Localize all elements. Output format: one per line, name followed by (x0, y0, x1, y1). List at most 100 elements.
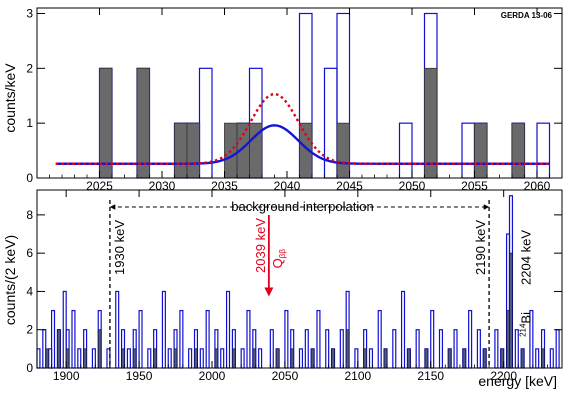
bottom-histogram-bar (290, 348, 295, 369)
bottom-histogram-bar (331, 348, 335, 369)
panel-tag: GERDA 13-06 (501, 11, 553, 20)
top-histogram-bar (536, 122, 551, 179)
top-histogram-bar (99, 67, 113, 179)
top-x-tick-label: 2025 (86, 179, 113, 193)
fit-curve-best (55, 124, 550, 165)
bottom-histogram-bar (97, 329, 102, 369)
bi-line-label: 2204 keV (519, 230, 534, 285)
bottom-histogram-bar (214, 348, 219, 369)
top-histogram-bar (461, 122, 476, 179)
bottom-histogram-bar (240, 348, 245, 369)
window-low-label: 1930 keV (112, 220, 127, 275)
top-histogram-bar (186, 122, 200, 179)
bottom-histogram-bar (83, 348, 87, 369)
top-x-tick-label: 2035 (211, 179, 238, 193)
top-y-tick-label: 2 (26, 61, 33, 75)
bottom-histogram-bar (430, 309, 435, 369)
top-histogram-bar (398, 122, 413, 179)
top-y-tick-label: 1 (26, 116, 33, 130)
bottom-histogram-bar (71, 309, 76, 369)
bottom-histogram-bar (161, 290, 166, 369)
top-histogram-bar (511, 122, 525, 179)
top-histogram-bar (174, 122, 188, 179)
top-histogram-bar (424, 67, 438, 179)
bottom-histogram-bar (392, 329, 397, 369)
bottom-histogram-bar (520, 348, 525, 369)
bottom-histogram-bar (179, 309, 184, 369)
bottom-histogram-bar (400, 290, 406, 369)
bottom-histogram-bar (115, 290, 120, 369)
bottom-histogram-bar (509, 252, 513, 369)
bottom-histogram-bar (258, 348, 263, 369)
bottom-histogram-bar (284, 309, 289, 369)
top-x-tick-label: 2040 (274, 179, 301, 193)
top-x-tick-label: 2045 (336, 179, 363, 193)
bottom-histogram-bar (555, 329, 560, 369)
annotations: background interpolation 1930 keV 2190 k… (109, 199, 534, 368)
x-axis-title: energy [keV] (478, 373, 557, 389)
bottom-x-tick-label: 2200 (490, 369, 517, 383)
bottom-panel: 1900 1950 2000 2050 2100 2150 2200 0 2 4 6 8 counts… (2, 189, 563, 389)
bottom-histogram-bar (225, 290, 231, 369)
top-x-tick-label: 2030 (149, 179, 176, 193)
top-x-tick-label: 2060 (524, 179, 551, 193)
bottom-histogram-bar (138, 309, 143, 369)
bottom-histogram-bar (363, 348, 367, 369)
bottom-x-tick-label: 2050 (272, 369, 299, 383)
top-y-axis-title: counts/keV (2, 63, 18, 133)
top-y-tick-label: 0 (26, 171, 33, 185)
bottom-histogram-bar (121, 348, 125, 369)
bottom-histogram-bar (325, 329, 330, 369)
top-x-tick-label: 2050 (399, 179, 426, 193)
bottom-histogram-bar (345, 329, 350, 369)
top-panel: 2025 2030 2035 2040 2045 2050 2055 2060 0 1 2 3 GER… (2, 6, 563, 193)
bottom-histogram-bar (304, 329, 309, 369)
bottom-histogram-bar (407, 348, 411, 369)
bottom-histogram-bar (106, 348, 111, 369)
bottom-histogram-bar (232, 348, 236, 369)
bottom-histogram-bar (549, 348, 554, 369)
bottom-histogram-bar (476, 329, 481, 369)
bottom-histogram-bar (494, 329, 499, 369)
bottom-histogram-bar (482, 348, 487, 369)
bottom-histogram-bar (220, 348, 225, 369)
bottom-histogram-bar (438, 329, 444, 369)
bottom-histogram-bar (77, 348, 82, 369)
bottom-histogram-bar (126, 348, 131, 369)
bottom-histogram-bar (57, 329, 61, 369)
bottom-histogram-bar (50, 309, 56, 369)
top-histogram-bar (336, 122, 350, 179)
bottom-histogram-bar (377, 309, 382, 369)
bottom-x-tick-label: 2000 (199, 369, 226, 383)
bi-element: Bi (519, 312, 534, 324)
bottom-x-tick-label: 1950 (126, 369, 153, 383)
bottom-y-tick-label: 6 (26, 246, 33, 260)
top-y-tick-label: 3 (26, 6, 33, 20)
bottom-y-tick-label: 8 (26, 208, 33, 222)
bottom-histogram-bar (252, 348, 257, 369)
bottom-x-tick-label: 2100 (344, 369, 371, 383)
bottom-histogram-bar (368, 348, 374, 369)
bottom-histogram-bar (453, 329, 458, 369)
bottom-histogram-bar (205, 309, 210, 369)
interpolation-label: background interpolation (231, 199, 373, 214)
bottom-histogram-bar (194, 348, 198, 369)
bottom-y-tick-label: 2 (26, 323, 33, 337)
qbb-symbol-label: Qββ (270, 249, 287, 269)
bottom-histogram-bar (383, 348, 388, 369)
top-x-tick-label: 2055 (461, 179, 488, 193)
bottom-x-tick-label: 2150 (417, 369, 444, 383)
bottom-histogram-bar (167, 348, 172, 369)
bottom-histogram-bar (91, 348, 96, 369)
bottom-histogram-bar (132, 348, 137, 369)
bottom-histogram-bar (269, 329, 274, 369)
bottom-histogram-bar (45, 348, 50, 369)
bottom-x-tick-label: 1900 (53, 369, 80, 383)
bottom-histogram-bar (199, 348, 204, 369)
bottom-histogram-bar (447, 348, 452, 369)
bottom-histogram-bar (468, 309, 473, 369)
bottom-y-tick-label: 0 (26, 361, 33, 375)
bottom-histogram-bar (275, 348, 280, 369)
window-high-label: 2190 keV (473, 220, 488, 275)
